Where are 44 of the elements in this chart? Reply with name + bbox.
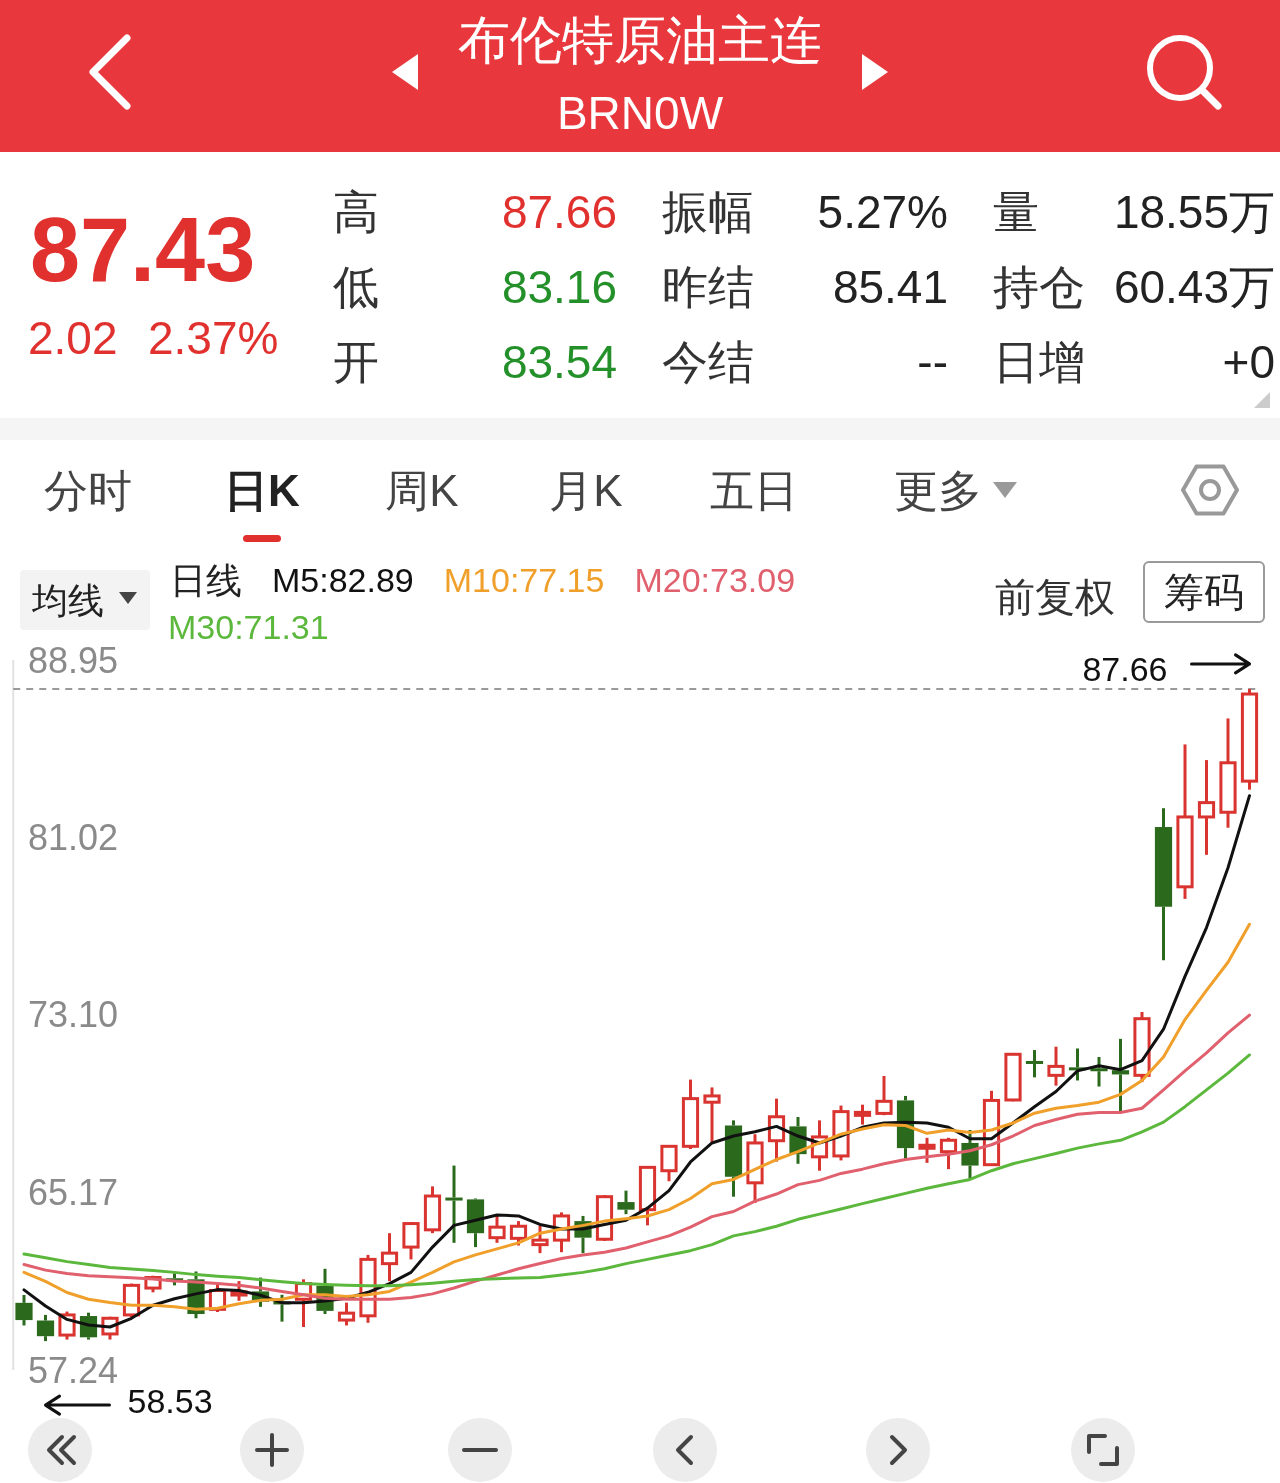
text: 87.66 — [501, 186, 617, 238]
text: 58.53 — [127, 1382, 213, 1421]
y-tick-label: 81.02 — [28, 817, 119, 859]
text: 2.37% — [148, 312, 279, 364]
text: 83.16 — [501, 261, 617, 313]
text: 高 — [333, 186, 379, 238]
text: 五日 — [710, 465, 798, 515]
text: 83.54 — [501, 336, 617, 388]
text: M20:73.09 — [634, 561, 796, 599]
text: 周K — [385, 465, 459, 515]
text: 5.27% — [817, 186, 948, 238]
text: 分时 — [44, 465, 132, 515]
text: 布伦特原油主连 — [458, 11, 822, 69]
text: 87.43 — [30, 200, 256, 300]
text: 85.41 — [832, 261, 948, 313]
y-tick-label: 57.24 — [28, 1349, 119, 1391]
text: 筹码 — [1164, 570, 1244, 614]
annotation: 87.66 — [1082, 649, 1168, 688]
text: 开 — [333, 336, 379, 388]
text: 持仓 — [993, 261, 1085, 313]
text: 日增 — [993, 336, 1085, 388]
text: 低 — [333, 261, 379, 313]
text: 均线 — [31, 579, 104, 621]
text: 前复权 — [995, 575, 1115, 619]
text: 今结 — [662, 336, 754, 388]
text: 更多 — [894, 465, 982, 515]
text: -- — [917, 336, 948, 388]
text: 18.55万 — [1113, 186, 1275, 238]
text: BRN0W — [556, 87, 724, 139]
text: 2.02 — [28, 312, 118, 364]
text: M5:82.89 — [272, 561, 414, 599]
text: 月K — [549, 465, 623, 515]
text: 振幅 — [662, 186, 754, 238]
y-tick-label: 65.17 — [28, 1171, 119, 1213]
text: +0 — [1222, 336, 1275, 388]
text: 昨结 — [662, 261, 754, 313]
y-tick-label: 73.10 — [28, 994, 119, 1036]
text: 日K — [224, 465, 301, 515]
legend-title: 日线 — [170, 559, 242, 601]
text: 60.43万 — [1113, 261, 1275, 313]
text: M30:71.31 — [168, 608, 329, 646]
y-tick-label: 88.95 — [28, 639, 119, 681]
text: 量 — [993, 186, 1039, 238]
text: M10:77.15 — [443, 561, 605, 599]
